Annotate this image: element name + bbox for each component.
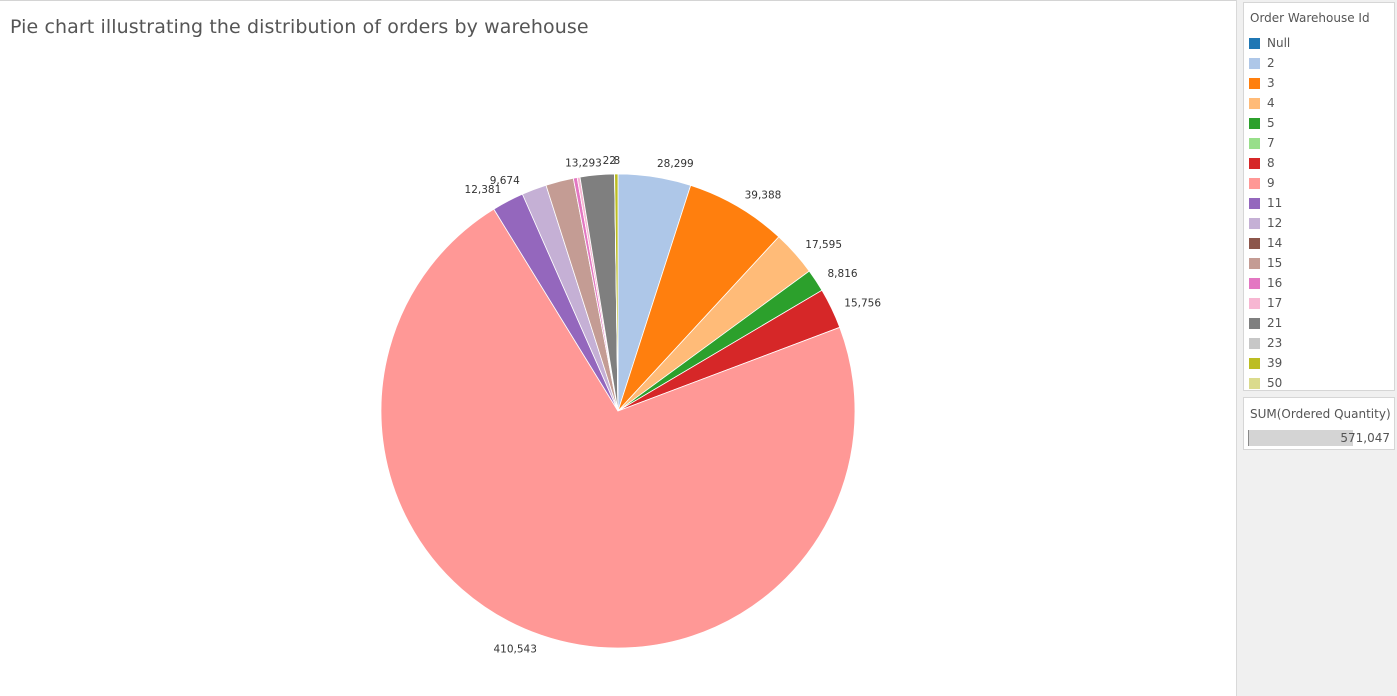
slice-label-12: 9,674 — [490, 175, 520, 187]
legend-swatch — [1249, 137, 1260, 149]
legend-item[interactable]: 50 — [1249, 373, 1290, 393]
legend-label: 4 — [1267, 96, 1275, 110]
legend-label: 9 — [1267, 176, 1275, 190]
pie-chart[interactable]: 28,299 39,388 17,595 8,816 15,756 410,543 12,3… — [0, 1, 1236, 696]
legend-swatch — [1249, 177, 1260, 189]
size-legend-title: SUM(Ordered Quantity) — [1250, 407, 1391, 421]
legend-swatch — [1249, 277, 1260, 289]
legend-item[interactable]: 12 — [1249, 213, 1290, 233]
legend-item[interactable]: 8 — [1249, 153, 1290, 173]
legend-item[interactable]: 21 — [1249, 313, 1290, 333]
legend-list: Null 2 3 4 5 7 8 9 11 12 14 15 16 17 21 23 39 50 — [1249, 33, 1290, 393]
legend-item[interactable]: Null — [1249, 33, 1290, 53]
legend-swatch — [1249, 377, 1260, 389]
legend-sidebar: Order Warehouse Id Null 2 3 4 5 7 8 9 11 12 14 15 16… — [1236, 0, 1397, 696]
legend-label: 15 — [1267, 256, 1283, 270]
legend-item[interactable]: 3 — [1249, 73, 1290, 93]
legend-item[interactable]: 5 — [1249, 113, 1290, 133]
chart-title: Pie chart illustrating the distribution … — [10, 16, 589, 38]
legend-swatch — [1249, 117, 1260, 129]
legend-item[interactable]: 2 — [1249, 53, 1290, 73]
legend-label: 16 — [1267, 276, 1283, 290]
legend-item[interactable]: 14 — [1249, 233, 1290, 253]
slice-label-9: 410,543 — [493, 644, 536, 656]
size-legend: SUM(Ordered Quantity) 571,047 — [1243, 397, 1395, 450]
legend-label: 23 — [1267, 336, 1283, 350]
legend-label: 50 — [1267, 376, 1283, 390]
slice-label-4: 17,595 — [805, 239, 842, 251]
legend-label: 12 — [1267, 216, 1283, 230]
pie-slice-39[interactable] — [614, 173, 619, 412]
legend-swatch — [1249, 97, 1260, 109]
legend-label: 17 — [1267, 296, 1283, 310]
legend-swatch — [1249, 237, 1260, 249]
slice-label-11: 12,381 — [465, 184, 502, 196]
pie-slice-9[interactable] — [380, 208, 856, 649]
legend-item[interactable]: 17 — [1249, 293, 1290, 313]
legend-swatch — [1249, 77, 1260, 89]
legend-label: 8 — [1267, 156, 1275, 170]
legend-label: 7 — [1267, 136, 1275, 150]
legend-swatch — [1249, 37, 1260, 49]
legend-item[interactable]: 9 — [1249, 173, 1290, 193]
legend-swatch — [1249, 337, 1260, 349]
slice-label-21: 13,293 — [565, 157, 602, 169]
legend-item[interactable]: 39 — [1249, 353, 1290, 373]
legend-item[interactable]: 23 — [1249, 333, 1290, 353]
legend-swatch — [1249, 317, 1260, 329]
slice-label-3: 39,388 — [745, 189, 782, 201]
legend-swatch — [1249, 217, 1260, 229]
legend-item[interactable]: 16 — [1249, 273, 1290, 293]
legend-label: 11 — [1267, 196, 1283, 210]
legend-title: Order Warehouse Id — [1250, 11, 1370, 25]
legend-swatch — [1249, 357, 1260, 369]
legend-swatch — [1249, 297, 1260, 309]
legend-item[interactable]: 7 — [1249, 133, 1290, 153]
slice-label-2: 28,299 — [657, 158, 694, 170]
size-legend-value: 571,047 — [1340, 431, 1390, 445]
legend-swatch — [1249, 157, 1260, 169]
size-legend-bar — [1248, 430, 1353, 446]
legend-label: 21 — [1267, 316, 1283, 330]
slice-label-23: 22 — [603, 155, 616, 167]
legend-swatch — [1249, 57, 1260, 69]
legend-swatch — [1249, 257, 1260, 269]
pie-slice-3[interactable] — [617, 184, 780, 412]
legend-label: 39 — [1267, 356, 1283, 370]
legend-item[interactable]: 11 — [1249, 193, 1290, 213]
legend-label: 14 — [1267, 236, 1283, 250]
legend-label: 3 — [1267, 76, 1275, 90]
legend-item[interactable]: 4 — [1249, 93, 1290, 113]
slice-label-8: 15,756 — [844, 297, 881, 309]
chart-area: Pie chart illustrating the distribution … — [0, 0, 1236, 696]
legend-label: 2 — [1267, 56, 1275, 70]
legend-label: Null — [1267, 36, 1291, 50]
legend-label: 5 — [1267, 116, 1275, 130]
legend-item[interactable]: 15 — [1249, 253, 1290, 273]
color-legend: Order Warehouse Id Null 2 3 4 5 7 8 9 11 12 14 15 16… — [1243, 2, 1395, 391]
slice-label-50: 8 — [614, 155, 621, 167]
slice-label-5: 8,816 — [828, 268, 858, 280]
legend-swatch — [1249, 197, 1260, 209]
